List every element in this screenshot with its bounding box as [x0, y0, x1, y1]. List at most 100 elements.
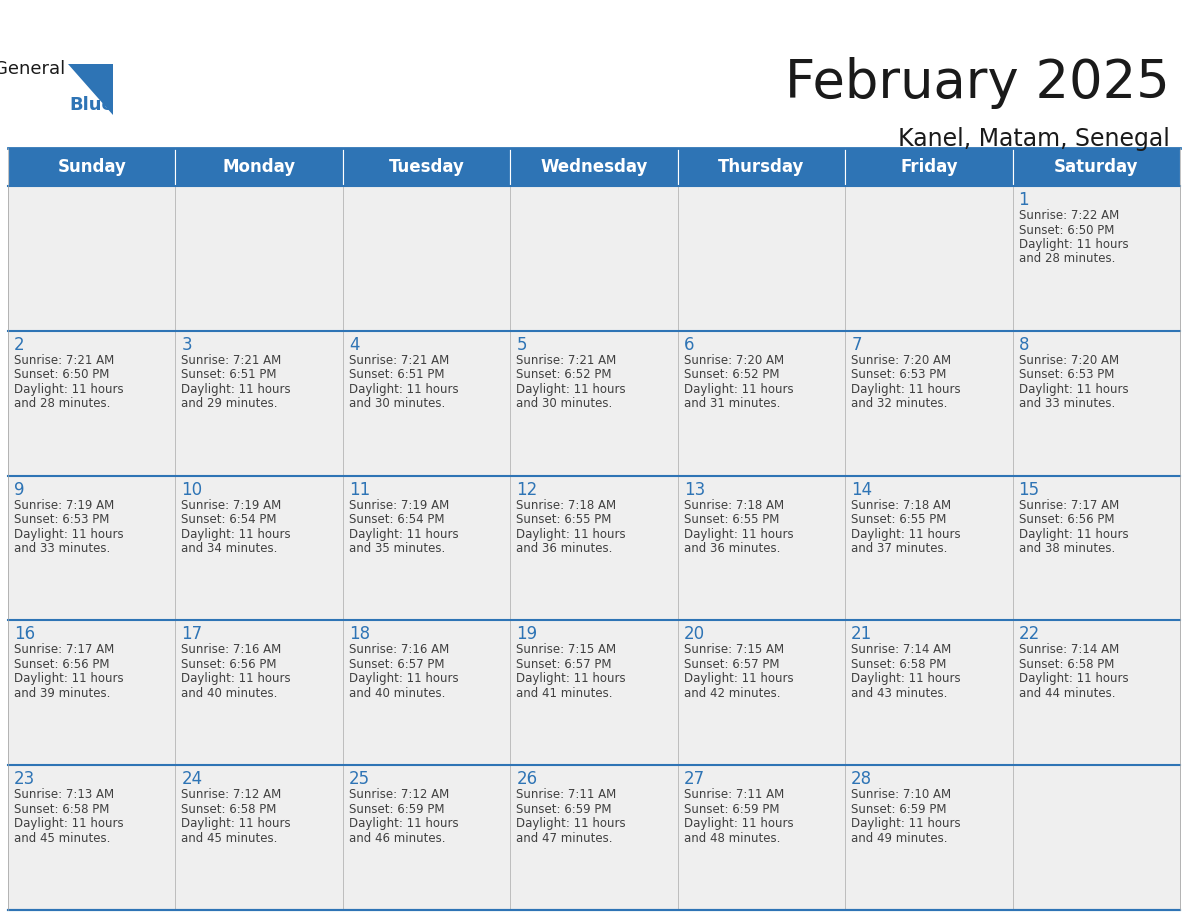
Bar — [677, 148, 845, 186]
Text: Sunrise: 7:14 AM: Sunrise: 7:14 AM — [851, 644, 952, 656]
Text: 10: 10 — [182, 481, 202, 498]
Text: Sunrise: 7:19 AM: Sunrise: 7:19 AM — [182, 498, 282, 511]
Text: and 31 minutes.: and 31 minutes. — [684, 397, 781, 410]
Bar — [343, 621, 511, 766]
Text: and 40 minutes.: and 40 minutes. — [349, 687, 446, 700]
Text: Daylight: 11 hours: Daylight: 11 hours — [1018, 672, 1129, 686]
Text: Sunset: 6:59 PM: Sunset: 6:59 PM — [517, 802, 612, 816]
Text: Sunset: 6:59 PM: Sunset: 6:59 PM — [349, 802, 444, 816]
Bar — [8, 148, 176, 186]
Text: 24: 24 — [182, 770, 202, 789]
Bar — [343, 476, 511, 621]
Text: and 36 minutes.: and 36 minutes. — [684, 543, 781, 555]
Text: and 30 minutes.: and 30 minutes. — [349, 397, 446, 410]
Bar — [845, 476, 1012, 621]
Bar — [176, 148, 343, 186]
Text: Sunset: 6:53 PM: Sunset: 6:53 PM — [14, 513, 109, 526]
Text: Sunset: 6:58 PM: Sunset: 6:58 PM — [1018, 658, 1114, 671]
Text: 23: 23 — [14, 770, 36, 789]
Text: and 38 minutes.: and 38 minutes. — [1018, 543, 1114, 555]
Text: and 34 minutes.: and 34 minutes. — [182, 543, 278, 555]
Text: Sunrise: 7:20 AM: Sunrise: 7:20 AM — [1018, 353, 1119, 367]
Text: and 46 minutes.: and 46 minutes. — [349, 832, 446, 845]
Text: Sunrise: 7:11 AM: Sunrise: 7:11 AM — [517, 789, 617, 801]
Text: Sunrise: 7:18 AM: Sunrise: 7:18 AM — [851, 498, 952, 511]
Text: Sunrise: 7:22 AM: Sunrise: 7:22 AM — [1018, 209, 1119, 222]
Bar — [677, 766, 845, 910]
Text: and 45 minutes.: and 45 minutes. — [14, 832, 110, 845]
Text: Daylight: 11 hours: Daylight: 11 hours — [851, 817, 961, 830]
Text: 15: 15 — [1018, 481, 1040, 498]
Text: Daylight: 11 hours: Daylight: 11 hours — [182, 383, 291, 396]
Text: Sunset: 6:59 PM: Sunset: 6:59 PM — [851, 802, 947, 816]
Text: 7: 7 — [851, 336, 861, 353]
Text: Sunrise: 7:12 AM: Sunrise: 7:12 AM — [349, 789, 449, 801]
Text: 18: 18 — [349, 625, 369, 644]
Text: 28: 28 — [851, 770, 872, 789]
Text: 9: 9 — [14, 481, 25, 498]
Bar — [1012, 621, 1180, 766]
Bar — [176, 476, 343, 621]
Text: Sunset: 6:57 PM: Sunset: 6:57 PM — [517, 658, 612, 671]
Text: Daylight: 11 hours: Daylight: 11 hours — [517, 817, 626, 830]
Text: Sunrise: 7:13 AM: Sunrise: 7:13 AM — [14, 789, 114, 801]
Text: Sunrise: 7:21 AM: Sunrise: 7:21 AM — [182, 353, 282, 367]
Bar — [1012, 186, 1180, 330]
Text: 6: 6 — [684, 336, 694, 353]
Text: Sunrise: 7:18 AM: Sunrise: 7:18 AM — [684, 498, 784, 511]
Text: Sunrise: 7:10 AM: Sunrise: 7:10 AM — [851, 789, 952, 801]
Text: Sunrise: 7:20 AM: Sunrise: 7:20 AM — [684, 353, 784, 367]
Text: Sunset: 6:55 PM: Sunset: 6:55 PM — [517, 513, 612, 526]
Bar — [845, 766, 1012, 910]
Bar — [511, 330, 677, 476]
Text: Daylight: 11 hours: Daylight: 11 hours — [517, 528, 626, 541]
Text: 20: 20 — [684, 625, 704, 644]
Text: Sunset: 6:55 PM: Sunset: 6:55 PM — [851, 513, 947, 526]
Bar — [845, 186, 1012, 330]
Bar — [1012, 476, 1180, 621]
Bar — [343, 766, 511, 910]
Bar — [1012, 330, 1180, 476]
Text: 1: 1 — [1018, 191, 1029, 209]
Text: Sunset: 6:50 PM: Sunset: 6:50 PM — [1018, 223, 1114, 237]
Text: 14: 14 — [851, 481, 872, 498]
Text: 13: 13 — [684, 481, 704, 498]
Text: 4: 4 — [349, 336, 359, 353]
Text: Sunrise: 7:17 AM: Sunrise: 7:17 AM — [14, 644, 114, 656]
Text: Sunrise: 7:21 AM: Sunrise: 7:21 AM — [14, 353, 114, 367]
Text: Sunrise: 7:12 AM: Sunrise: 7:12 AM — [182, 789, 282, 801]
Text: Sunset: 6:57 PM: Sunset: 6:57 PM — [349, 658, 444, 671]
Text: and 40 minutes.: and 40 minutes. — [182, 687, 278, 700]
Text: and 37 minutes.: and 37 minutes. — [851, 543, 948, 555]
Text: Sunrise: 7:19 AM: Sunrise: 7:19 AM — [14, 498, 114, 511]
Text: Daylight: 11 hours: Daylight: 11 hours — [182, 528, 291, 541]
Text: Saturday: Saturday — [1054, 158, 1138, 176]
Text: and 44 minutes.: and 44 minutes. — [1018, 687, 1116, 700]
Text: General: General — [0, 60, 65, 78]
Text: Sunset: 6:56 PM: Sunset: 6:56 PM — [14, 658, 109, 671]
Text: Sunrise: 7:17 AM: Sunrise: 7:17 AM — [1018, 498, 1119, 511]
Text: Daylight: 11 hours: Daylight: 11 hours — [684, 383, 794, 396]
Text: 8: 8 — [1018, 336, 1029, 353]
Bar — [1012, 766, 1180, 910]
Text: 3: 3 — [182, 336, 192, 353]
Text: Daylight: 11 hours: Daylight: 11 hours — [851, 528, 961, 541]
Text: Sunrise: 7:21 AM: Sunrise: 7:21 AM — [349, 353, 449, 367]
Text: and 39 minutes.: and 39 minutes. — [14, 687, 110, 700]
Text: Sunset: 6:50 PM: Sunset: 6:50 PM — [14, 368, 109, 381]
Text: Daylight: 11 hours: Daylight: 11 hours — [1018, 383, 1129, 396]
Text: Daylight: 11 hours: Daylight: 11 hours — [14, 817, 124, 830]
Text: Sunrise: 7:14 AM: Sunrise: 7:14 AM — [1018, 644, 1119, 656]
Text: Daylight: 11 hours: Daylight: 11 hours — [684, 817, 794, 830]
Text: and 29 minutes.: and 29 minutes. — [182, 397, 278, 410]
Text: Sunset: 6:52 PM: Sunset: 6:52 PM — [517, 368, 612, 381]
Bar — [176, 621, 343, 766]
Text: Daylight: 11 hours: Daylight: 11 hours — [1018, 238, 1129, 251]
Text: and 36 minutes.: and 36 minutes. — [517, 543, 613, 555]
Text: Sunrise: 7:18 AM: Sunrise: 7:18 AM — [517, 498, 617, 511]
Text: Daylight: 11 hours: Daylight: 11 hours — [14, 528, 124, 541]
Text: Blue: Blue — [69, 96, 114, 115]
Text: 27: 27 — [684, 770, 704, 789]
Bar — [677, 186, 845, 330]
Text: Sunset: 6:51 PM: Sunset: 6:51 PM — [182, 368, 277, 381]
